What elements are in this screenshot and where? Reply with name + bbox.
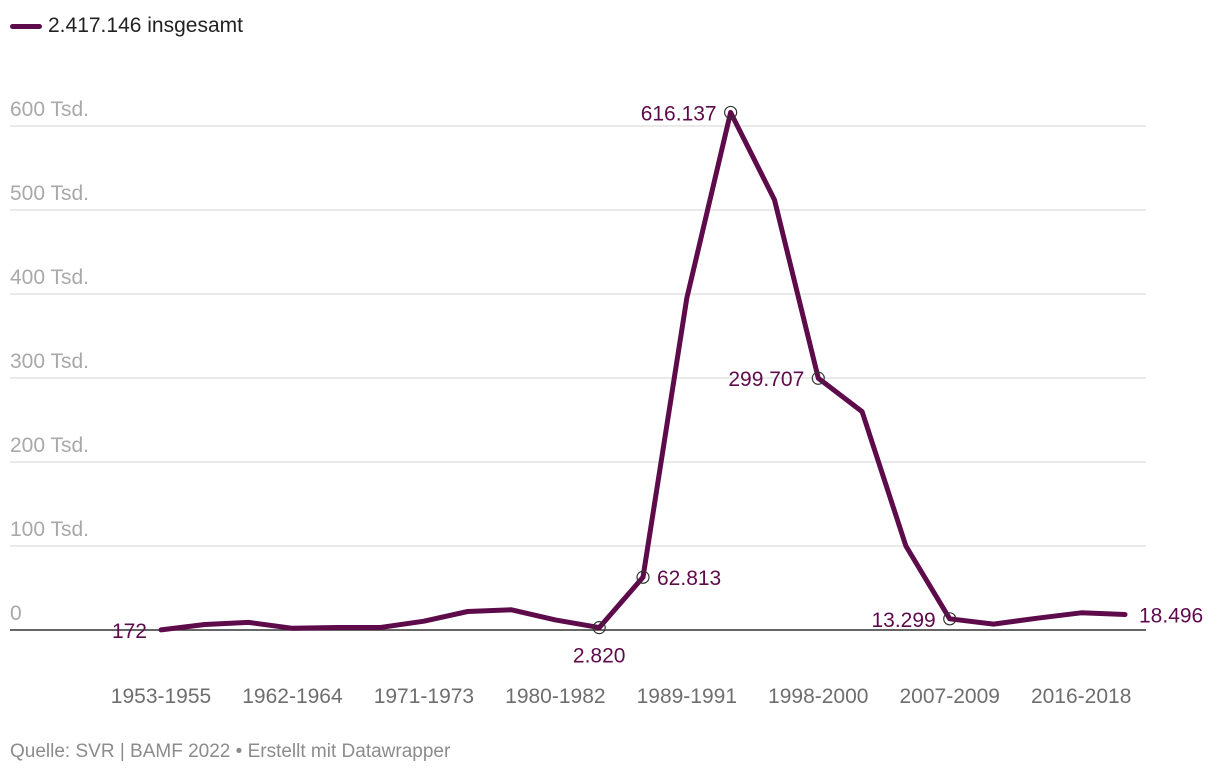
y-tick-label: 400 Tsd. — [10, 266, 89, 289]
data-point-marker — [636, 570, 650, 584]
y-tick-label: 0 — [10, 602, 22, 625]
y-tick-label: 500 Tsd. — [10, 182, 89, 205]
data-label: 616.137 — [641, 102, 717, 125]
data-label: 299.707 — [728, 368, 804, 391]
x-tick-label: 1962-1964 — [242, 685, 343, 708]
x-tick-label: 2016-2018 — [1031, 685, 1131, 708]
data-label: 62.813 — [657, 567, 721, 590]
data-label: 172 — [112, 620, 147, 643]
y-tick-label: 300 Tsd. — [10, 350, 89, 373]
legend: 2.417.146 insgesamt — [10, 14, 243, 38]
y-tick-label: 600 Tsd. — [10, 98, 89, 121]
x-tick-label: 1998-2000 — [768, 685, 868, 708]
y-tick-label: 100 Tsd. — [10, 518, 89, 541]
data-point-marker — [811, 371, 825, 385]
x-tick-label: 1980-1982 — [505, 685, 605, 708]
data-point-marker — [592, 621, 606, 635]
x-tick-label: 1989-1991 — [637, 685, 737, 708]
data-label: 13.299 — [871, 609, 935, 632]
x-tick-label: 1953-1955 — [111, 685, 211, 708]
x-tick-label: 1971-1973 — [374, 685, 474, 708]
series-line — [158, 109, 1128, 633]
y-tick-label: 200 Tsd. — [10, 434, 89, 457]
data-point-marker — [943, 612, 957, 626]
source-note: Quelle: SVR | BAMF 2022 • Erstellt mit D… — [10, 741, 451, 762]
legend-label: 2.417.146 insgesamt — [48, 14, 243, 37]
data-point-marker — [724, 105, 738, 120]
data-label: 18.496 — [1139, 604, 1203, 627]
legend-swatch — [10, 23, 42, 29]
x-tick-label: 2007-2009 — [900, 685, 1000, 708]
data-label: 2.820 — [573, 645, 626, 668]
